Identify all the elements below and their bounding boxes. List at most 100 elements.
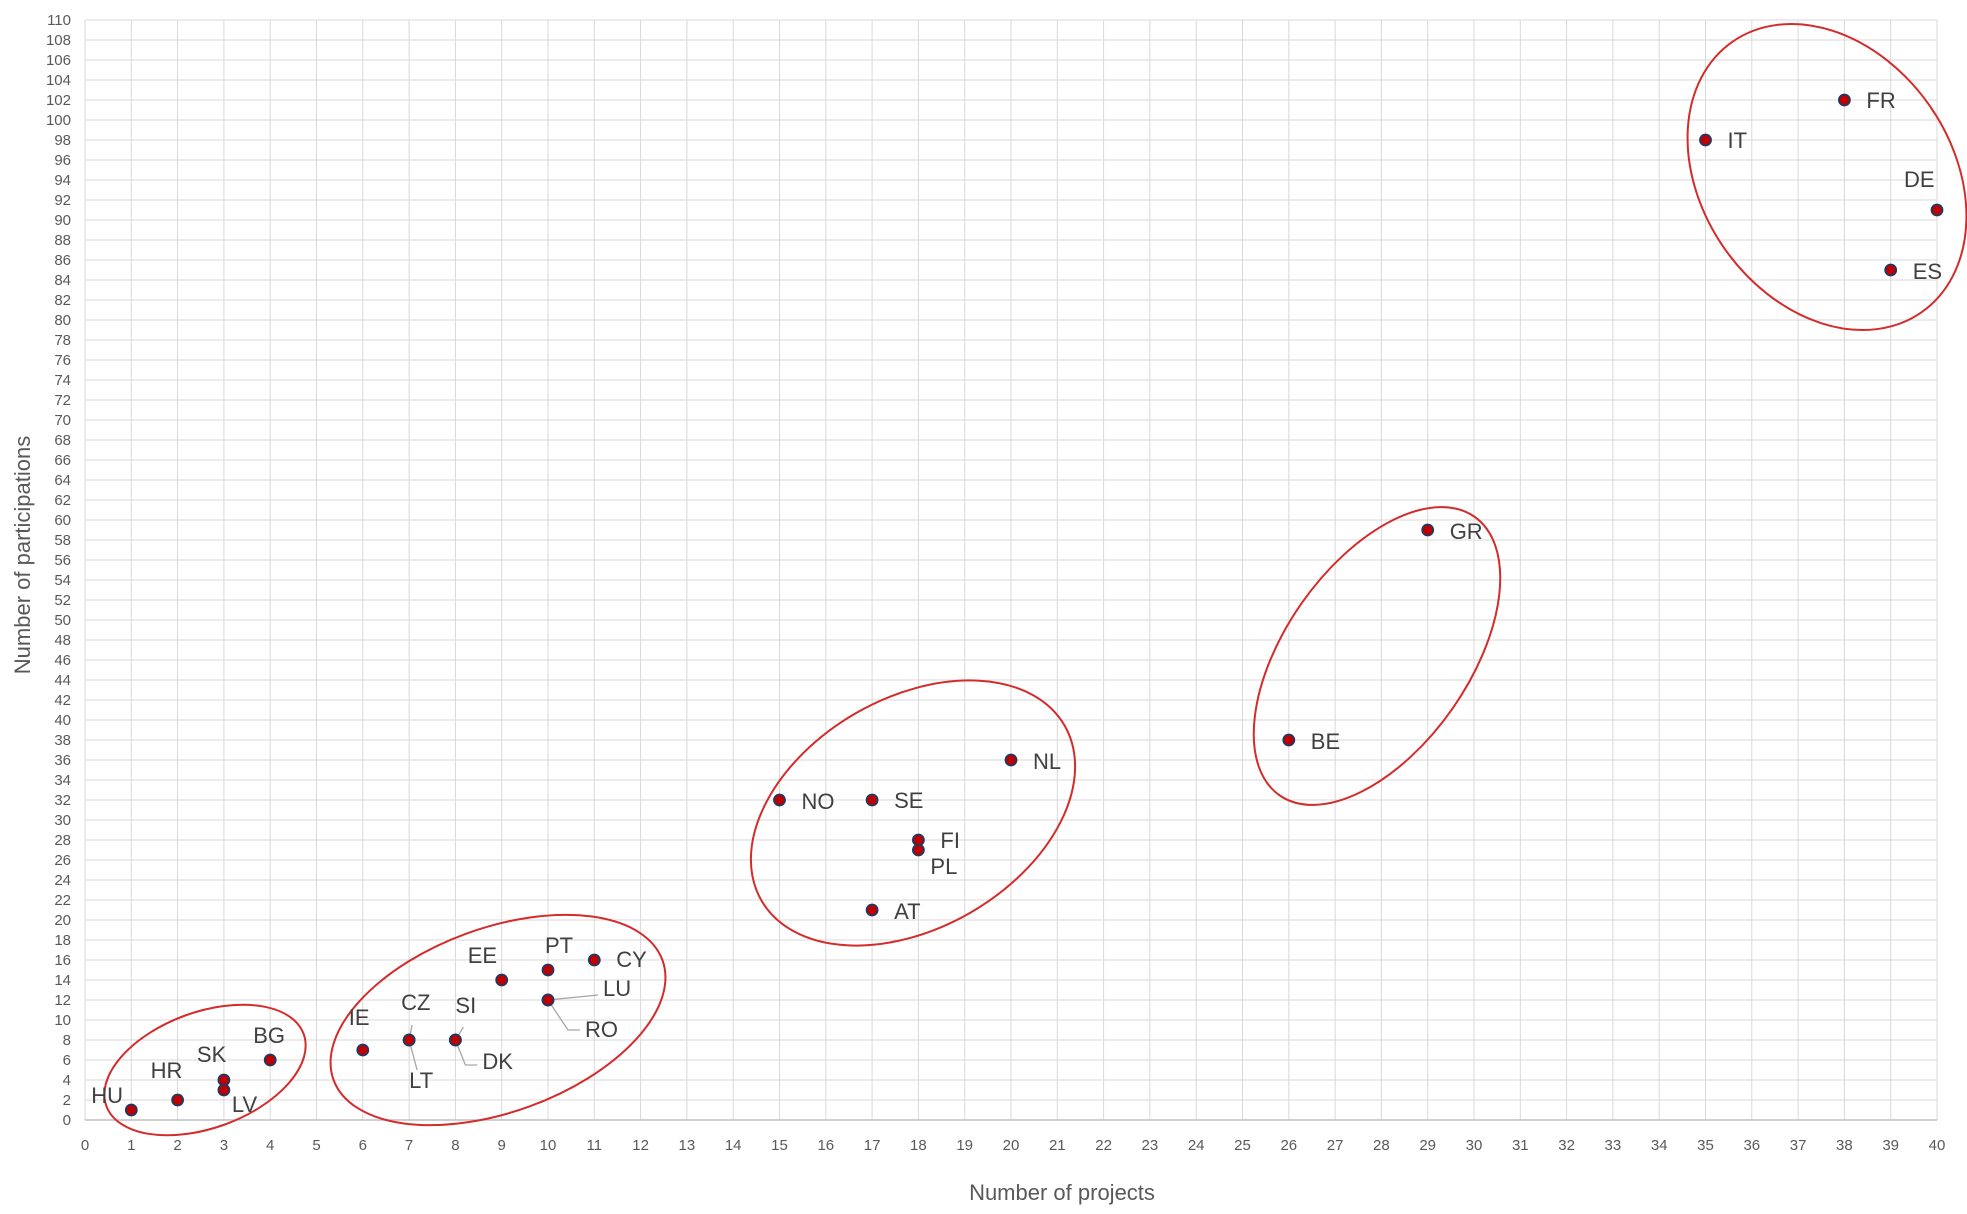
y-tick-label: 94 xyxy=(54,172,71,189)
point-label-it: IT xyxy=(1728,128,1748,153)
x-tick-label: 3 xyxy=(220,1137,228,1154)
y-tick-label: 56 xyxy=(54,552,71,569)
y-tick-label: 14 xyxy=(54,972,71,989)
y-tick-label: 86 xyxy=(54,252,71,269)
data-point-hr xyxy=(171,1093,185,1107)
x-tick-label: 16 xyxy=(817,1137,834,1154)
leader-line xyxy=(454,1039,478,1066)
x-tick-label: 33 xyxy=(1605,1137,1622,1154)
y-tick-label: 72 xyxy=(54,392,71,409)
y-tick-label: 76 xyxy=(54,352,71,369)
x-tick-label: 38 xyxy=(1836,1137,1853,1154)
point-label-lt: LT xyxy=(409,1068,433,1093)
point-label-ro: RO xyxy=(585,1017,618,1042)
y-tick-label: 106 xyxy=(46,52,71,69)
data-point-it xyxy=(1699,133,1712,147)
y-tick-label: 96 xyxy=(54,152,71,169)
tick-labels: 0 1 2 3 4 5 6 7 8 9 10 11 12 13 14 15 16 17 18 19 20 21 22 23 24… xyxy=(46,12,1945,1154)
y-tick-label: 60 xyxy=(54,512,71,529)
y-tick-label: 68 xyxy=(54,432,71,449)
data-point-bg xyxy=(263,1053,277,1067)
point-label-be: BE xyxy=(1311,729,1340,754)
data-point-pl xyxy=(912,843,925,857)
y-tick-label: 38 xyxy=(54,732,71,749)
point-label-ee: EE xyxy=(468,943,497,968)
x-tick-label: 2 xyxy=(173,1137,181,1154)
x-tick-label: 4 xyxy=(266,1137,274,1154)
x-tick-label: 25 xyxy=(1234,1137,1251,1154)
point-label-pl: PL xyxy=(930,854,957,879)
y-tick-label: 4 xyxy=(63,1072,71,1089)
data-point-nl xyxy=(1004,753,1018,767)
y-tick-label: 0 xyxy=(63,1112,71,1129)
grid-layer xyxy=(84,19,1938,1121)
x-tick-label: 26 xyxy=(1280,1137,1297,1154)
y-tick-label: 64 xyxy=(54,472,71,489)
y-tick-label: 28 xyxy=(54,832,71,849)
y-tick-label: 34 xyxy=(54,772,71,789)
leader-line xyxy=(547,994,599,1001)
y-tick-label: 26 xyxy=(54,852,71,869)
x-tick-label: 7 xyxy=(405,1137,413,1154)
y-tick-label: 24 xyxy=(54,872,71,889)
x-tick-label: 1 xyxy=(127,1137,135,1154)
y-tick-label: 32 xyxy=(54,792,71,809)
y-tick-label: 66 xyxy=(54,452,71,469)
point-label-si: SI xyxy=(455,993,476,1018)
y-tick-label: 2 xyxy=(63,1092,71,1109)
point-label-lv: LV xyxy=(232,1092,258,1117)
y-tick-label: 74 xyxy=(54,372,71,389)
x-tick-label: 9 xyxy=(498,1137,506,1154)
point-label-fr: FR xyxy=(1866,88,1895,113)
y-tick-label: 40 xyxy=(54,712,71,729)
x-tick-label: 5 xyxy=(312,1137,320,1154)
y-tick-label: 12 xyxy=(54,992,71,1009)
x-tick-label: 17 xyxy=(864,1137,881,1154)
y-tick-label: 92 xyxy=(54,192,71,209)
data-point-ro xyxy=(541,993,555,1007)
y-tick-label: 22 xyxy=(54,892,71,909)
point-label-dk: DK xyxy=(482,1049,513,1074)
x-tick-label: 18 xyxy=(910,1137,927,1154)
point-label-cz: CZ xyxy=(401,990,430,1015)
point-label-at: AT xyxy=(894,899,920,924)
y-tick-label: 8 xyxy=(63,1032,71,1049)
x-tick-label: 8 xyxy=(451,1137,459,1154)
x-axis-title: Number of projects xyxy=(969,1180,1155,1205)
x-tick-label: 21 xyxy=(1049,1137,1066,1154)
y-tick-label: 88 xyxy=(54,232,71,249)
point-label-hu: HU xyxy=(91,1083,123,1108)
x-tick-label: 0 xyxy=(81,1137,89,1154)
data-point-gr xyxy=(1421,523,1435,537)
x-tick-label: 32 xyxy=(1558,1137,1575,1154)
data-point-ee xyxy=(495,973,509,987)
y-tick-label: 78 xyxy=(54,332,71,349)
x-tick-label: 10 xyxy=(540,1137,557,1154)
x-tick-label: 39 xyxy=(1882,1137,1899,1154)
point-label-de: DE xyxy=(1904,167,1935,192)
data-point-dk xyxy=(448,1033,462,1047)
x-tick-label: 19 xyxy=(956,1137,973,1154)
y-tick-label: 36 xyxy=(54,752,71,769)
data-point-fr xyxy=(1838,93,1851,107)
x-tick-label: 40 xyxy=(1929,1137,1946,1154)
y-tick-label: 20 xyxy=(54,912,71,929)
y-tick-label: 6 xyxy=(63,1052,71,1069)
leader-lines xyxy=(408,994,599,1071)
point-label-es: ES xyxy=(1913,259,1942,284)
y-tick-label: 102 xyxy=(46,92,71,109)
y-tick-label: 82 xyxy=(54,292,71,309)
y-tick-label: 42 xyxy=(54,692,71,709)
y-tick-label: 110 xyxy=(47,12,71,29)
x-tick-label: 28 xyxy=(1373,1137,1390,1154)
x-tick-label: 24 xyxy=(1188,1137,1205,1154)
y-tick-label: 84 xyxy=(54,272,71,289)
y-tick-label: 54 xyxy=(54,572,71,589)
point-label-gr: GR xyxy=(1450,519,1483,544)
point-label-lu: LU xyxy=(603,976,631,1001)
data-point-at xyxy=(865,903,879,917)
point-label-hr: HR xyxy=(151,1058,183,1083)
